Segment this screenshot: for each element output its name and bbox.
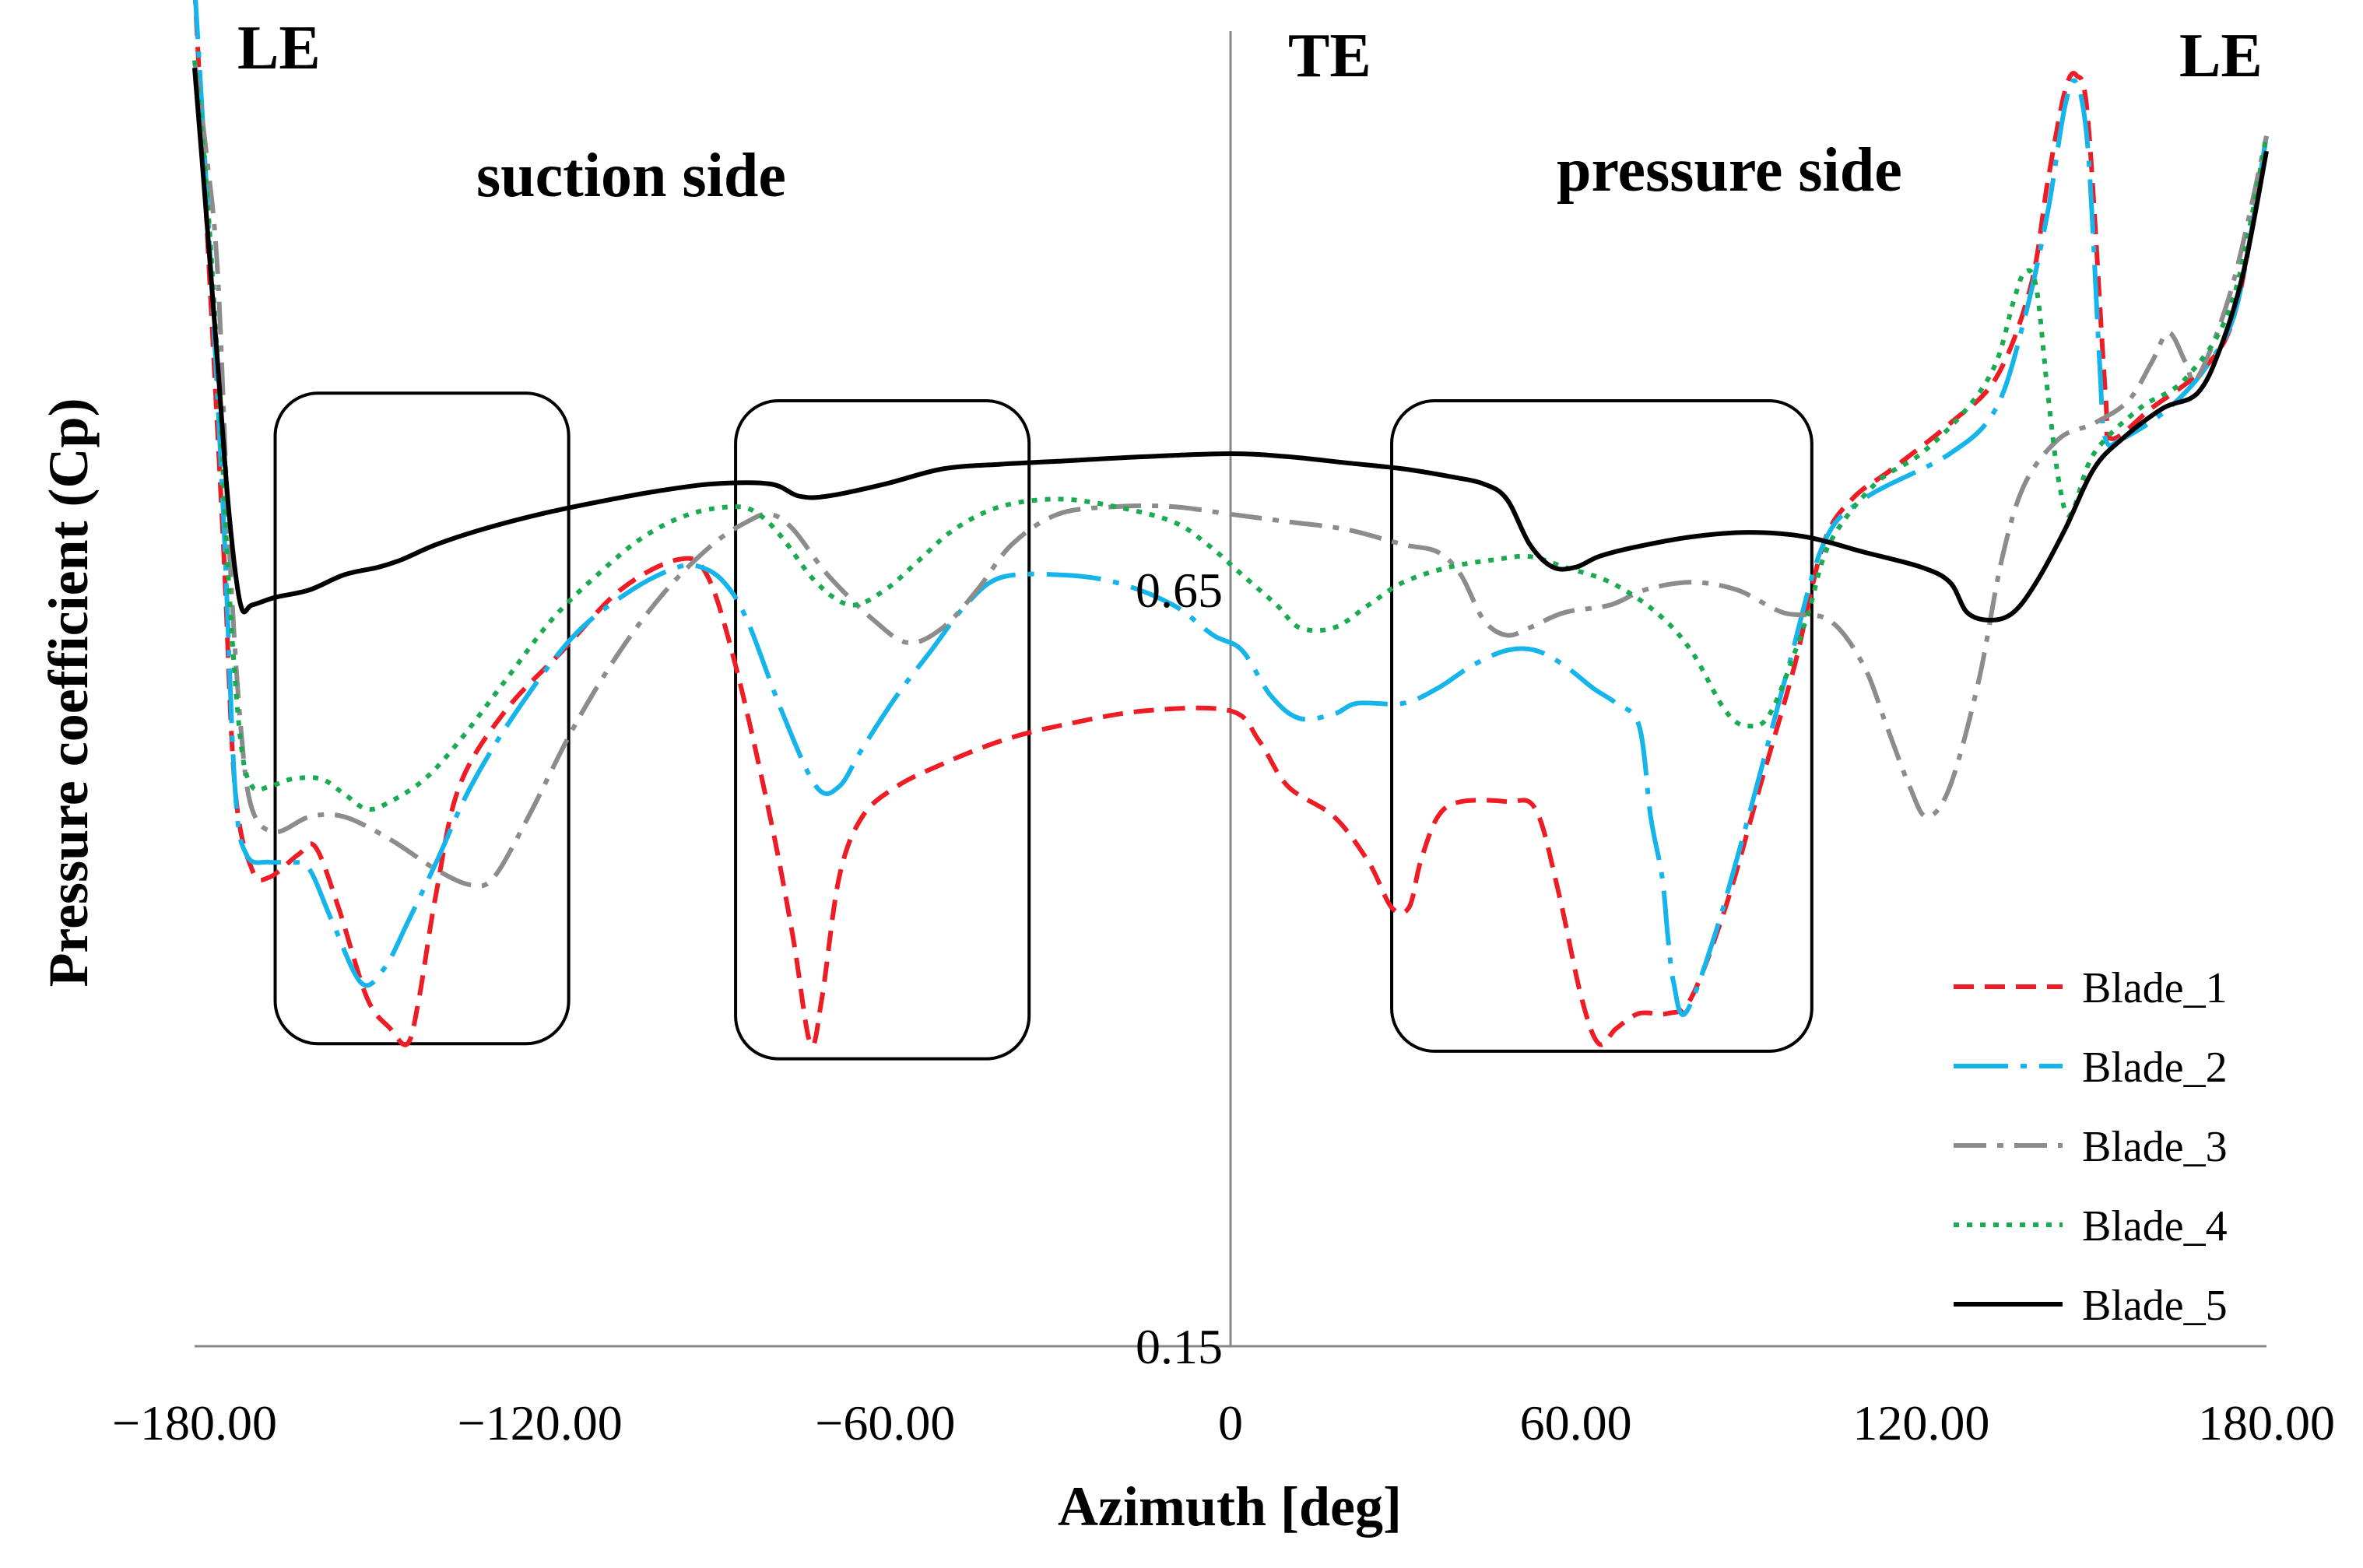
x-tick-label: 180.00 bbox=[2198, 1395, 2335, 1450]
y-axis-title: Pressure coefficient (Cp) bbox=[37, 398, 100, 987]
plot-area: 0.65 0.15 −180.00 −120.00 −60.00 0 60.00 120.0… bbox=[112, 0, 2335, 1450]
highlight-boxes bbox=[273, 391, 1814, 1061]
legend-label: Blade_5 bbox=[2082, 1282, 2228, 1330]
axes bbox=[195, 31, 2266, 1348]
x-axis-title: Azimuth [deg] bbox=[1058, 1475, 1402, 1538]
annotation-pressure-side: pressure side bbox=[1557, 136, 1902, 205]
legend-label: Blade_2 bbox=[2082, 1044, 2228, 1092]
y-tick-label: 0.15 bbox=[1136, 1319, 1223, 1374]
series-line-blade-5 bbox=[192, 68, 2269, 623]
legend: Blade_1 Blade_2 Blade_3 Blade_4 Blade_5 bbox=[1954, 964, 2228, 1330]
annotation-suction-side: suction side bbox=[476, 142, 786, 210]
legend-label: Blade_1 bbox=[2082, 964, 2228, 1012]
series-line-blade-2 bbox=[193, 0, 2269, 1018]
y-tick-label: 0.65 bbox=[1136, 563, 1223, 618]
series-line-blade-3 bbox=[192, 60, 2269, 889]
x-tick-label: −60.00 bbox=[815, 1395, 955, 1450]
series-group bbox=[192, 0, 2269, 1048]
x-tick-label: −120.00 bbox=[458, 1395, 623, 1450]
highlight-box-3 bbox=[1390, 399, 1814, 1053]
highlight-box-1 bbox=[273, 391, 571, 1046]
x-tick-label: −180.00 bbox=[112, 1395, 277, 1450]
legend-label: Blade_4 bbox=[2082, 1202, 2228, 1251]
x-tick-labels: −180.00 −120.00 −60.00 0 60.00 120.00 180.00 bbox=[112, 1395, 2335, 1450]
highlight-box-2 bbox=[734, 399, 1031, 1061]
annotation-te: TE bbox=[1288, 22, 1371, 90]
x-tick-label: 0 bbox=[1218, 1395, 1243, 1450]
annotation-le-left: LE bbox=[237, 14, 321, 82]
y-tick-labels: 0.65 0.15 bbox=[1136, 563, 1223, 1374]
annotation-le-right: LE bbox=[2179, 22, 2263, 90]
x-tick-label: 60.00 bbox=[1520, 1395, 1632, 1450]
x-tick-label: 120.00 bbox=[1852, 1395, 1989, 1450]
legend-label: Blade_3 bbox=[2082, 1123, 2228, 1171]
